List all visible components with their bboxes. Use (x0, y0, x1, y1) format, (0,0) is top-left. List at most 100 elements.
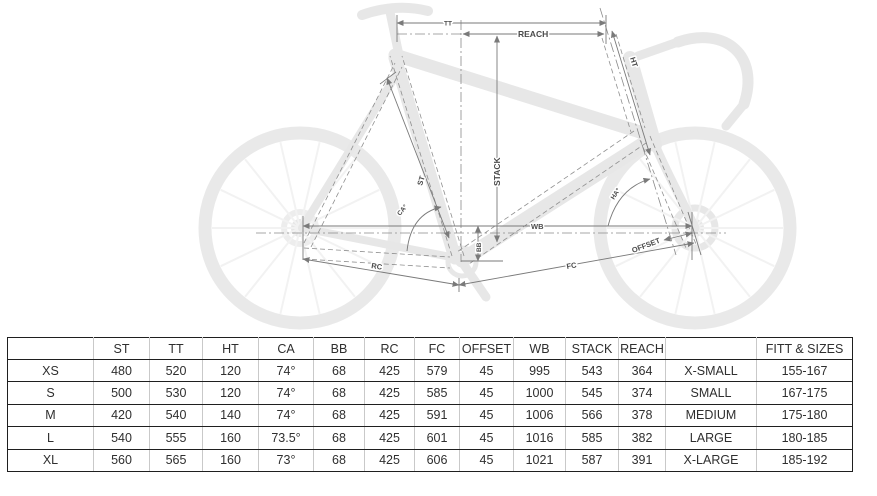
value-cell: 545 (565, 381, 619, 405)
value-cell: 167-175 (756, 381, 853, 405)
size-code-cell: XS (7, 359, 94, 383)
wb-label: WB (531, 222, 544, 231)
value-cell: 374 (618, 381, 666, 405)
bb-label: BB (476, 242, 483, 252)
value-cell: 45 (459, 449, 514, 473)
column-header-fitt-sizes: FITT & SIZES (756, 337, 853, 360)
value-cell: 995 (513, 359, 566, 383)
wheel-spoke (220, 227, 301, 268)
size-code-cell: XL (7, 449, 94, 473)
value-cell: 74° (258, 404, 314, 428)
value-cell: 566 (565, 404, 619, 428)
column-header-rc: RC (364, 337, 415, 360)
column-header-bb: BB (313, 337, 365, 360)
value-cell: 378 (618, 404, 666, 428)
value-cell: 585 (414, 381, 460, 405)
value-cell: 480 (93, 359, 150, 383)
ht-dimension-line (611, 30, 651, 156)
value-cell: 45 (459, 359, 514, 383)
rc-dimension-line (302, 257, 460, 287)
value-cell: 68 (313, 426, 365, 450)
wheel-spoke (694, 158, 751, 229)
value-cell: 1016 (513, 426, 566, 450)
wheel-spoke (244, 227, 301, 298)
value-cell: 1006 (513, 404, 566, 428)
wheel-spoke (694, 141, 716, 229)
size-code-cell: L (7, 426, 94, 450)
wheel-spoke (299, 141, 321, 229)
value-cell: 175-180 (756, 404, 853, 428)
column-header-reach: REACH (618, 337, 666, 360)
offset-parallel-line (687, 211, 702, 256)
value-cell: 185-192 (756, 449, 853, 473)
fc-dimension-line (458, 241, 695, 287)
value-cell: 73° (258, 449, 314, 473)
size-name-cell: X-LARGE (665, 449, 757, 473)
ha-angle-arc (607, 177, 651, 227)
ca-angle-arc (406, 205, 442, 252)
value-cell: 555 (149, 426, 203, 450)
value-cell: 68 (313, 359, 365, 383)
value-cell: 45 (459, 404, 514, 428)
column-header-blank (665, 337, 757, 360)
value-cell: 68 (313, 381, 365, 405)
column-header-ca: CA (258, 337, 314, 360)
wheel-spoke (694, 188, 775, 229)
column-header-tt: TT (149, 337, 203, 360)
table-row: XL 560 565 160 73° 68 425 606 45 1021 587 391 X-LARG… (7, 449, 853, 473)
geometry-table: ST TT HT CA BB RC FC OFFSET WB STACK REACH FITT & S… (7, 337, 853, 473)
fc-label: FC (566, 260, 578, 271)
value-cell: 382 (618, 426, 666, 450)
table-row: M 420 540 140 74° 68 425 591 45 1006 566 378 MEDIUM 1… (7, 404, 853, 428)
dimension-lines (302, 15, 702, 292)
value-cell: 68 (313, 404, 365, 428)
value-cell: 391 (618, 449, 666, 473)
value-cell: 565 (149, 449, 203, 473)
wheel-spoke (694, 227, 775, 268)
size-name-cell: SMALL (665, 381, 757, 405)
value-cell: 606 (414, 449, 460, 473)
value-cell: 160 (202, 449, 259, 473)
value-cell: 74° (258, 381, 314, 405)
value-cell: 45 (459, 426, 514, 450)
value-cell: 1000 (513, 381, 566, 405)
wheel-spoke (279, 141, 301, 229)
value-cell: 587 (565, 449, 619, 473)
column-header-wb: WB (513, 337, 566, 360)
column-header-offset: OFFSET (459, 337, 514, 360)
frame-geometry-diagram: TT REACH HT ST CA° STACK WB BB RC FC OFF… (198, 2, 797, 330)
value-cell: 585 (565, 426, 619, 450)
wheel-spoke (220, 188, 301, 229)
value-cell: 601 (414, 426, 460, 450)
value-cell: 540 (93, 426, 150, 450)
value-cell: 364 (618, 359, 666, 383)
wheel-spoke (615, 188, 696, 229)
value-cell: 425 (364, 404, 415, 428)
value-cell: 68 (313, 449, 365, 473)
value-cell: 74° (258, 359, 314, 383)
rc-label: RC (371, 261, 384, 272)
value-cell: 425 (364, 359, 415, 383)
value-cell: 425 (364, 449, 415, 473)
value-cell: 1021 (513, 449, 566, 473)
stack-label: STACK (492, 156, 502, 186)
value-cell: 45 (459, 381, 514, 405)
value-cell: 520 (149, 359, 203, 383)
column-header-blank (7, 337, 94, 360)
value-cell: 180-185 (756, 426, 853, 450)
wheel-spoke (299, 188, 380, 229)
value-cell: 73.5° (258, 426, 314, 450)
value-cell: 543 (565, 359, 619, 383)
value-cell: 140 (202, 404, 259, 428)
column-header-stack: STACK (565, 337, 619, 360)
value-cell: 420 (93, 404, 150, 428)
value-cell: 560 (93, 449, 150, 473)
wheel-spoke (244, 158, 301, 229)
table-row: S 500 530 120 74° 68 425 585 45 1000 545 374 SMALL 16… (7, 381, 853, 405)
size-code-cell: M (7, 404, 94, 428)
value-cell: 579 (414, 359, 460, 383)
wheel-spoke (694, 227, 751, 298)
size-name-cell: LARGE (665, 426, 757, 450)
table-row: L 540 555 160 73.5° 68 425 601 45 1016 585 382 LARGE… (7, 426, 853, 450)
value-cell: 500 (93, 381, 150, 405)
